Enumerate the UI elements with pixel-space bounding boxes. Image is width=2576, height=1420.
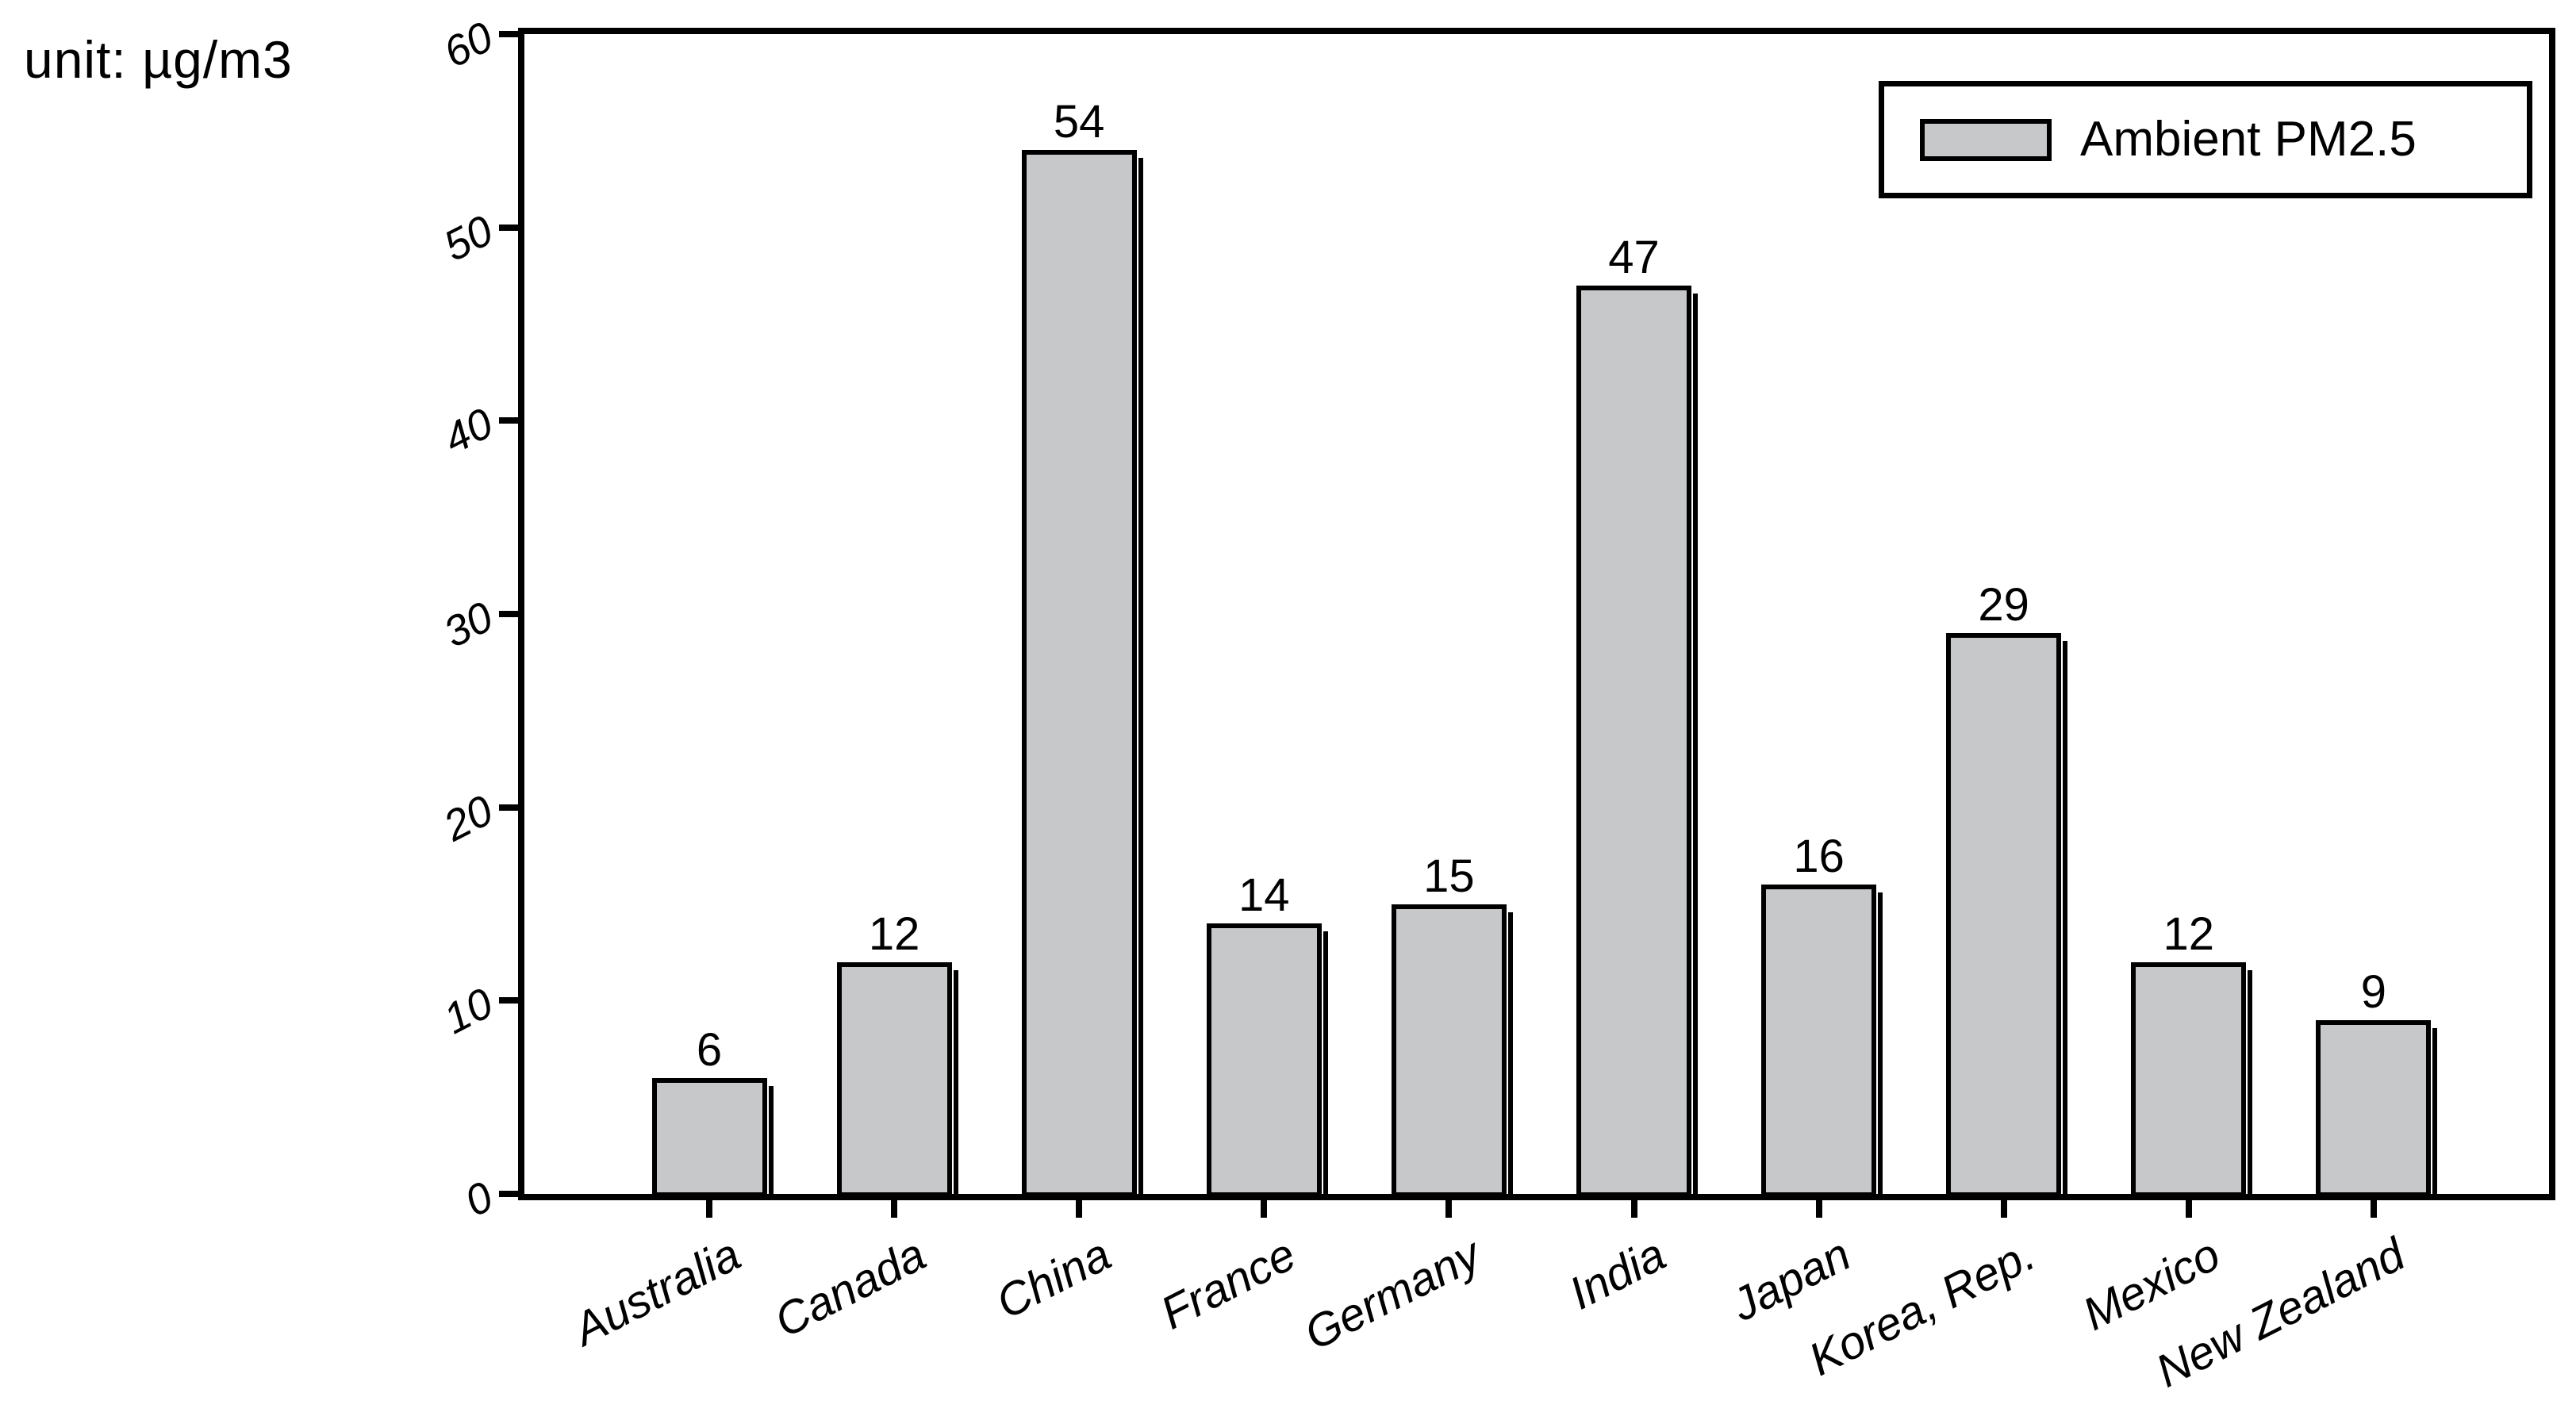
bar-shadow <box>1693 293 1698 1197</box>
bar-korea-rep <box>1946 633 2062 1197</box>
bar-australia <box>651 1077 767 1197</box>
y-tick-label: 40 <box>436 399 501 464</box>
x-tick <box>891 1200 898 1218</box>
bar-japan <box>1761 885 1877 1197</box>
bar-value-label: 29 <box>1978 579 2029 631</box>
y-tick <box>499 1191 518 1197</box>
x-tick <box>1630 1200 1637 1218</box>
bar-shadow <box>1507 911 1513 1197</box>
x-tick-label-china: China <box>988 1228 1119 1330</box>
x-tick <box>2370 1200 2377 1218</box>
bar-shadow <box>2432 1027 2438 1197</box>
legend-swatch <box>1920 118 2052 161</box>
x-tick <box>1261 1200 1268 1218</box>
bar-shadow <box>2248 969 2253 1197</box>
y-tick <box>499 31 518 37</box>
x-tick <box>1815 1200 1822 1218</box>
x-tick-label-australia: Australia <box>566 1228 749 1356</box>
y-tick <box>499 417 518 424</box>
bar-shadow <box>1138 158 1143 1197</box>
bar-shadow <box>953 969 958 1197</box>
y-tick <box>499 224 518 231</box>
bar-china <box>1021 150 1137 1197</box>
bar-value-label: 6 <box>696 1023 723 1076</box>
x-tick-label-japan: Japan <box>1722 1228 1859 1332</box>
y-tick <box>499 804 518 811</box>
bar-value-label: 15 <box>1423 850 1475 902</box>
bar-value-label: 54 <box>1053 96 1105 148</box>
x-tick-label-france: France <box>1152 1228 1304 1340</box>
legend: Ambient PM2.5 <box>1879 81 2532 198</box>
bar-value-label: 9 <box>2360 965 2387 1018</box>
bar-value-label: 12 <box>2163 908 2215 960</box>
unit-label: unit: µg/m3 <box>24 30 293 89</box>
bar-mexico <box>2131 961 2247 1197</box>
y-tick-label: 50 <box>436 205 501 271</box>
legend-label: Ambient PM2.5 <box>2080 112 2417 167</box>
x-tick-label-india: India <box>1561 1228 1674 1320</box>
plot-area <box>518 28 2555 1200</box>
bar-new-zealand <box>2316 1019 2432 1197</box>
y-tick-label: 20 <box>436 785 501 850</box>
bar-france <box>1206 923 1322 1197</box>
y-tick-label: 60 <box>436 13 501 78</box>
x-tick-label-germany: Germany <box>1296 1228 1489 1361</box>
bar-shadow <box>2063 641 2068 1197</box>
bar-value-label: 14 <box>1238 869 1290 921</box>
bar-shadow <box>1878 892 1883 1197</box>
x-tick-label-canada: Canada <box>766 1228 934 1348</box>
bar-shadow <box>1323 931 1328 1197</box>
x-tick <box>1076 1200 1083 1218</box>
x-tick <box>2185 1200 2192 1218</box>
y-tick-label: 10 <box>436 979 501 1044</box>
x-tick <box>706 1200 712 1218</box>
x-tick <box>2000 1200 2007 1218</box>
bar-value-label: 12 <box>868 908 920 960</box>
bar-shadow <box>768 1085 774 1197</box>
bar-india <box>1576 285 1691 1197</box>
y-tick <box>499 997 518 1004</box>
y-tick <box>499 611 518 617</box>
bar-value-label: 47 <box>1608 231 1660 283</box>
y-tick-label: 30 <box>436 593 501 658</box>
bar-germany <box>1391 904 1507 1197</box>
bar-value-label: 16 <box>1793 831 1845 883</box>
y-tick-label: 0 <box>457 1172 501 1226</box>
bar-canada <box>836 961 952 1197</box>
x-tick <box>1445 1200 1453 1218</box>
